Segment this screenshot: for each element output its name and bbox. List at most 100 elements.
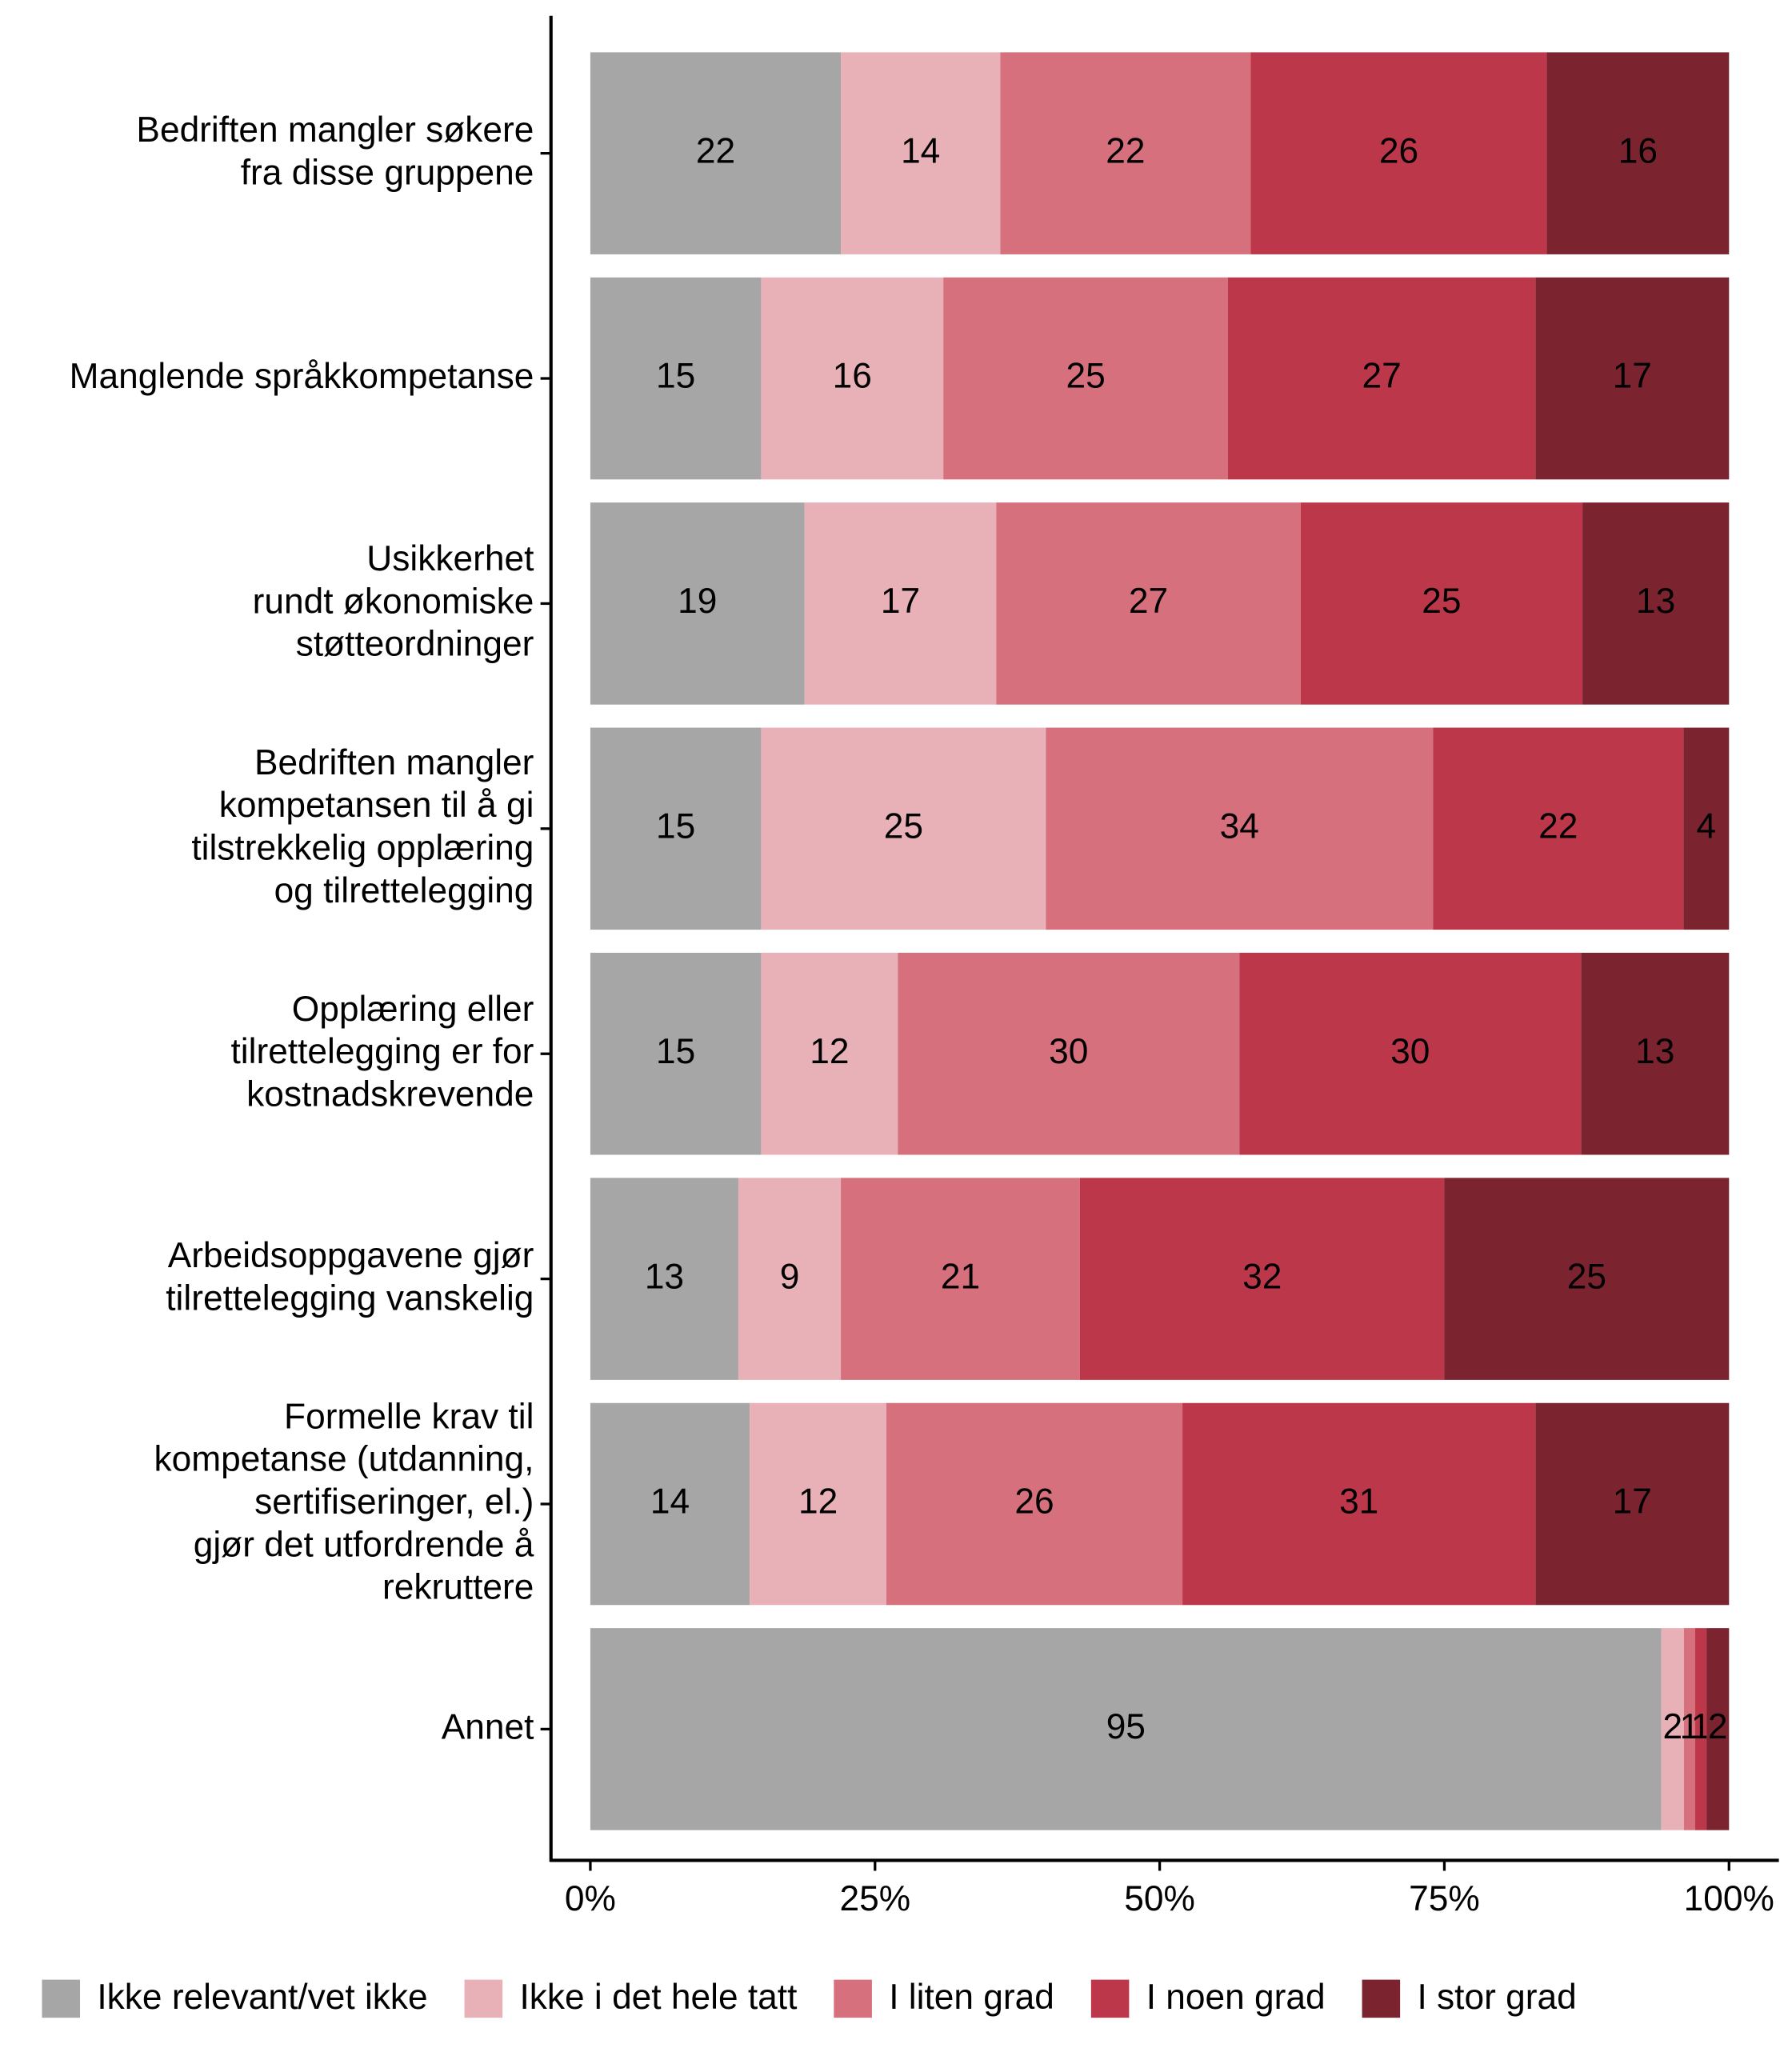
data-label: 27 (1129, 582, 1168, 621)
data-label: 22 (1538, 807, 1578, 846)
bar-segment (1239, 952, 1582, 1155)
bar-segment (1079, 1178, 1445, 1380)
y-tick-label: Opplæring eller tilrettelegging er for kos… (230, 990, 534, 1114)
x-tick-label: 100% (1684, 1879, 1774, 1918)
x-tick-label: 75% (1409, 1879, 1480, 1918)
bar-segment (590, 1402, 750, 1606)
legend-swatch (42, 1979, 81, 2018)
data-label: 25 (1422, 582, 1461, 621)
data-label: 31 (1339, 1482, 1378, 1522)
bar-segment (1582, 502, 1730, 705)
bar-segment (1046, 727, 1434, 930)
bar-segment (590, 502, 805, 705)
data-label: 16 (833, 357, 872, 396)
data-label: 14 (901, 131, 940, 170)
bar-segment (1683, 1628, 1696, 1830)
data-label: 4 (1697, 807, 1717, 846)
y-tick-label: Annet (442, 1707, 534, 1746)
legend-label: I noen grad (1146, 1978, 1326, 2017)
legend-swatch (834, 1979, 872, 2018)
y-tick-label: Bedriften mangler kompetansen til å gi til… (191, 743, 534, 910)
data-label: 25 (1567, 1257, 1606, 1296)
bar-segment (1661, 1628, 1684, 1830)
bar-segment (738, 1178, 842, 1380)
data-label: 19 (678, 582, 717, 621)
bar-segment (804, 502, 997, 705)
data-label: 9 (780, 1257, 800, 1296)
legend-swatch (1362, 1979, 1401, 2018)
bar-segment (1228, 277, 1536, 480)
bar-segment (1444, 1178, 1730, 1380)
legend-swatch (464, 1979, 503, 2018)
data-label: 25 (884, 807, 923, 846)
bar-segment (1250, 52, 1547, 254)
legend-label: I liten grad (889, 1978, 1054, 2017)
bar-segment (943, 277, 1229, 480)
data-label: 16 (1618, 131, 1658, 170)
bar-segment (1000, 52, 1251, 254)
bar-segment (841, 1178, 1080, 1380)
bar-segment (1581, 952, 1730, 1155)
data-label: 17 (881, 582, 920, 621)
bar-segment (590, 277, 762, 480)
y-tick-label: Bedriften mangler søkere fra disse gruppe… (136, 110, 534, 192)
bar-segment (898, 952, 1240, 1155)
data-label: 17 (1613, 1482, 1652, 1522)
legend-label: I stor grad (1417, 1978, 1576, 2017)
bar-segment (761, 952, 898, 1155)
bar-segment (590, 52, 842, 254)
data-label: 30 (1049, 1032, 1088, 1071)
bar-segment (1535, 1402, 1730, 1606)
data-label: 12 (810, 1032, 849, 1071)
bar-segment (590, 952, 762, 1155)
bar-segment (1546, 52, 1730, 254)
bar-segment (1182, 1402, 1536, 1606)
x-tick-label: 25% (839, 1879, 910, 1918)
data-label: 22 (1106, 131, 1145, 170)
bar-segment (1300, 502, 1583, 705)
y-tick-label: Manglende språkkompetanse (70, 357, 534, 396)
bar-segment (761, 277, 944, 480)
y-tick-label: Formelle krav til kompetanse (utdanning, s… (154, 1397, 534, 1606)
data-label: 25 (1066, 357, 1105, 396)
data-label: 2 (1708, 1707, 1728, 1746)
data-label: 32 (1242, 1257, 1282, 1296)
data-label: 95 (1106, 1707, 1146, 1746)
data-label: 17 (1613, 357, 1652, 396)
legend-label: Ikke relevant/vet ikke (97, 1978, 427, 2017)
data-label: 30 (1390, 1032, 1430, 1071)
legend-label: Ikke i det hele tatt (519, 1978, 797, 2017)
bar-segment (886, 1402, 1183, 1606)
data-label: 13 (1636, 582, 1675, 621)
data-label: 21 (941, 1257, 980, 1296)
data-label: 34 (1220, 807, 1259, 846)
data-label: 22 (696, 131, 735, 170)
bar-segment (841, 52, 1001, 254)
data-label: 13 (1635, 1032, 1674, 1071)
data-label: 26 (1014, 1482, 1054, 1522)
bar-segment (1706, 1628, 1730, 1830)
bar-segment (996, 502, 1301, 705)
data-label: 13 (645, 1257, 684, 1296)
bar-segment (590, 727, 762, 930)
bar-segment (590, 1628, 1662, 1830)
y-tick-label: Usikkerhet rundt økonomiske støtteordninge… (253, 539, 534, 664)
data-label: 26 (1379, 131, 1418, 170)
legend-swatch (1090, 1979, 1130, 2018)
bar-segment (750, 1402, 886, 1606)
data-label: 2 (1663, 1707, 1683, 1746)
data-label: 12 (798, 1482, 838, 1522)
data-label: 27 (1362, 357, 1402, 396)
data-label: 15 (656, 1032, 695, 1071)
y-tick-label: Arbeidsoppgavene gjør tilrettelegging van… (166, 1236, 534, 1318)
bar-segment (1535, 277, 1730, 480)
bar-segment (590, 1178, 738, 1380)
data-label: 15 (656, 807, 695, 846)
data-label: 15 (656, 357, 695, 396)
x-tick-label: 50% (1124, 1879, 1195, 1918)
bar-segment (1695, 1628, 1707, 1830)
bar-segment (1683, 727, 1730, 930)
x-tick-label: 0% (565, 1879, 616, 1918)
data-label: 14 (650, 1482, 690, 1522)
